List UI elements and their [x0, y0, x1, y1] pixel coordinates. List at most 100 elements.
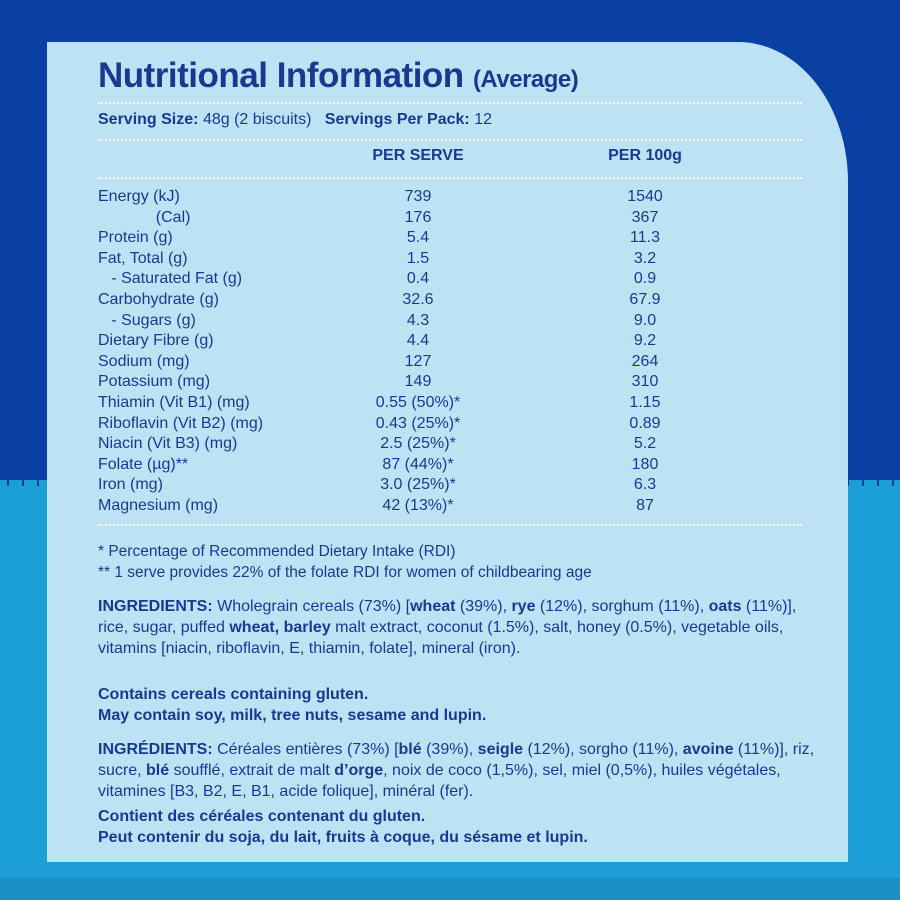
nutrient-label: - Saturated Fat (g) [98, 270, 243, 288]
footnotes: * Percentage of Recommended Dietary Inta… [98, 542, 592, 583]
nutrient-label: Magnesium (mg) [98, 496, 219, 514]
allergen-line: May contain soy, milk, tree nuts, sesame… [98, 707, 487, 724]
table-row: Magnesium (mg) 42 (13%)* 87 [98, 496, 802, 517]
table-row: Folate (µg)** 87 (44%)* 180 [98, 455, 802, 476]
ingredient-text: rye [511, 598, 536, 615]
value-per-100g: 310 [631, 373, 659, 391]
ingredient-text: d’orge [334, 762, 384, 779]
nutrient-label: Riboflavin (Vit B2) (mg) [98, 414, 264, 432]
nutrient-label: Sodium (mg) [98, 352, 190, 370]
value-per-serve: 87 (44%)* [382, 455, 454, 473]
value-per-100g: 11.3 [630, 229, 660, 247]
nutrient-label: (Cal) [98, 208, 191, 226]
value-per-serve: 176 [404, 208, 432, 226]
value-per-100g: 87 [636, 496, 654, 514]
value-per-serve: 1.5 [406, 249, 430, 267]
ingredient-text: (39%), [455, 598, 512, 615]
divider [98, 177, 802, 179]
ingredient-text: wheat [410, 598, 456, 615]
nutrient-label: Carbohydrate (g) [98, 290, 219, 308]
ingredient-text: avoine [682, 741, 734, 758]
value-per-serve: 149 [404, 373, 432, 391]
value-per-100g: 1540 [627, 188, 663, 205]
nutrient-label: Thiamin (Vit B1) (mg) [98, 393, 250, 411]
column-header-per-100g: PER 100g [608, 147, 682, 164]
table-row: Energy (kJ) 739 1540 [98, 187, 802, 208]
table-row: Niacin (Vit B3) (mg) 2.5 (25%)* 5.2 [98, 434, 802, 455]
table-row: Riboflavin (Vit B2) (mg) 0.43 (25%)* 0.89 [98, 414, 802, 435]
value-per-100g: 0.89 [629, 414, 661, 432]
title-main: Nutritional Information [98, 56, 464, 95]
ingredient-text: (12%), sorghum (11%), [535, 598, 709, 615]
table-row: Fat, Total (g) 1.5 3.2 [98, 249, 802, 270]
ingredients-french: INGRÉDIENTS: Céréales entières (73%) [bl… [98, 739, 818, 802]
allergen-line: Contient des céréales contenant du glute… [98, 808, 426, 825]
value-per-100g: 5.2 [633, 435, 657, 453]
value-per-100g: 180 [631, 455, 659, 473]
value-per-100g: 3.2 [633, 249, 657, 267]
nutrition-panel: Nutritional Information (Average) Servin… [47, 42, 848, 862]
value-per-serve: 127 [404, 352, 432, 370]
page-title: Nutritional Information (Average) [98, 56, 579, 96]
ingredient-text: wheat, barley [229, 619, 331, 636]
nutrient-label: Protein (g) [98, 229, 173, 247]
table-row: Protein (g) 5.4 11.3 [98, 228, 802, 249]
title-sub: (Average) [472, 66, 579, 93]
value-per-serve: 42 (13%)* [382, 496, 454, 514]
value-per-serve: 0.43 (25%)* [375, 414, 461, 432]
value-per-100g: 0.9 [633, 270, 657, 288]
ingredient-text: (12%), sorgho (11%), [523, 741, 683, 758]
allergen-line: Peut contenir du soja, du lait, fruits à… [98, 829, 588, 846]
table-row: Carbohydrate (g) 32.6 67.9 [98, 290, 802, 311]
value-per-serve: 0.4 [406, 270, 430, 288]
nutrient-label: Iron (mg) [98, 476, 163, 494]
value-per-serve: 3.0 (25%)* [380, 476, 456, 494]
nutrition-table: Energy (kJ) 739 1540 (Cal) 176 367 Protein (g… [98, 187, 802, 517]
ingredient-text: Céréales entières (73%) [ [212, 741, 399, 758]
nutrient-label: Folate (µg)** [98, 455, 189, 473]
value-per-serve: 32.6 [402, 290, 434, 308]
nutrient-label: Dietary Fibre (g) [98, 332, 214, 350]
serving-size-label: Serving Size: [98, 111, 199, 128]
ingredient-text: soufflé, extrait de malt [169, 762, 335, 779]
nutrient-label: Fat, Total (g) [98, 249, 188, 267]
divider [98, 102, 802, 104]
servings-per-pack-value: 12 [474, 111, 492, 128]
ingredient-text: blé [146, 762, 170, 779]
value-per-100g: 9.0 [633, 311, 657, 329]
value-per-100g: 9.2 [633, 332, 657, 350]
serving-info: Serving Size: 48g (2 biscuits) Servings … [98, 111, 492, 129]
ingredients-english: INGREDIENTS: Wholegrain cereals (73%) [w… [98, 596, 818, 659]
value-per-serve: 4.4 [406, 332, 430, 350]
ingredient-text: seigle [477, 741, 524, 758]
ingredient-text: , noix de coco (1,5%), sel, miel (0,5%),… [98, 762, 781, 800]
table-row: Potassium (mg) 149 310 [98, 372, 802, 393]
table-row: Iron (mg) 3.0 (25%)* 6.3 [98, 475, 802, 496]
value-per-100g: 264 [631, 352, 659, 370]
ingredient-text: (11%)], riz, sucre, [98, 741, 815, 779]
value-per-100g: 6.3 [633, 476, 657, 494]
ingredient-text: malt extract, coconut (1.5%), salt, hone… [98, 619, 784, 657]
table-row: - Sugars (g) 4.3 9.0 [98, 311, 802, 332]
table-row: Sodium (mg) 127 264 [98, 352, 802, 373]
footnote-rdi: * Percentage of Recommended Dietary Inta… [98, 543, 456, 560]
table-row: - Saturated Fat (g) 0.4 0.9 [98, 269, 802, 290]
ingredient-text: oats [708, 598, 742, 615]
value-per-100g: 1.15 [629, 393, 661, 411]
value-per-serve: 739 [404, 188, 432, 205]
table-row: Thiamin (Vit B1) (mg) 0.55 (50%)* 1.15 [98, 393, 802, 414]
value-per-serve: 2.5 (25%)* [380, 435, 456, 453]
ingredient-text: blé [398, 741, 422, 758]
nutrient-label: - Sugars (g) [98, 311, 196, 329]
ingredient-text: (11%)], rice, sugar, puffed [98, 598, 797, 636]
background-strip [0, 878, 900, 900]
table-row: Dietary Fibre (g) 4.4 9.2 [98, 331, 802, 352]
footnote-folate: ** 1 serve provides 22% of the folate RD… [98, 563, 592, 581]
divider [98, 139, 802, 141]
ingredient-text: (39%), [421, 741, 478, 758]
value-per-100g: 67.9 [629, 290, 661, 308]
value-per-serve: 4.3 [406, 311, 430, 329]
nutrient-label: Niacin (Vit B3) (mg) [98, 435, 238, 453]
value-per-100g: 367 [631, 208, 659, 226]
ingredient-text: INGREDIENTS: [98, 598, 213, 615]
